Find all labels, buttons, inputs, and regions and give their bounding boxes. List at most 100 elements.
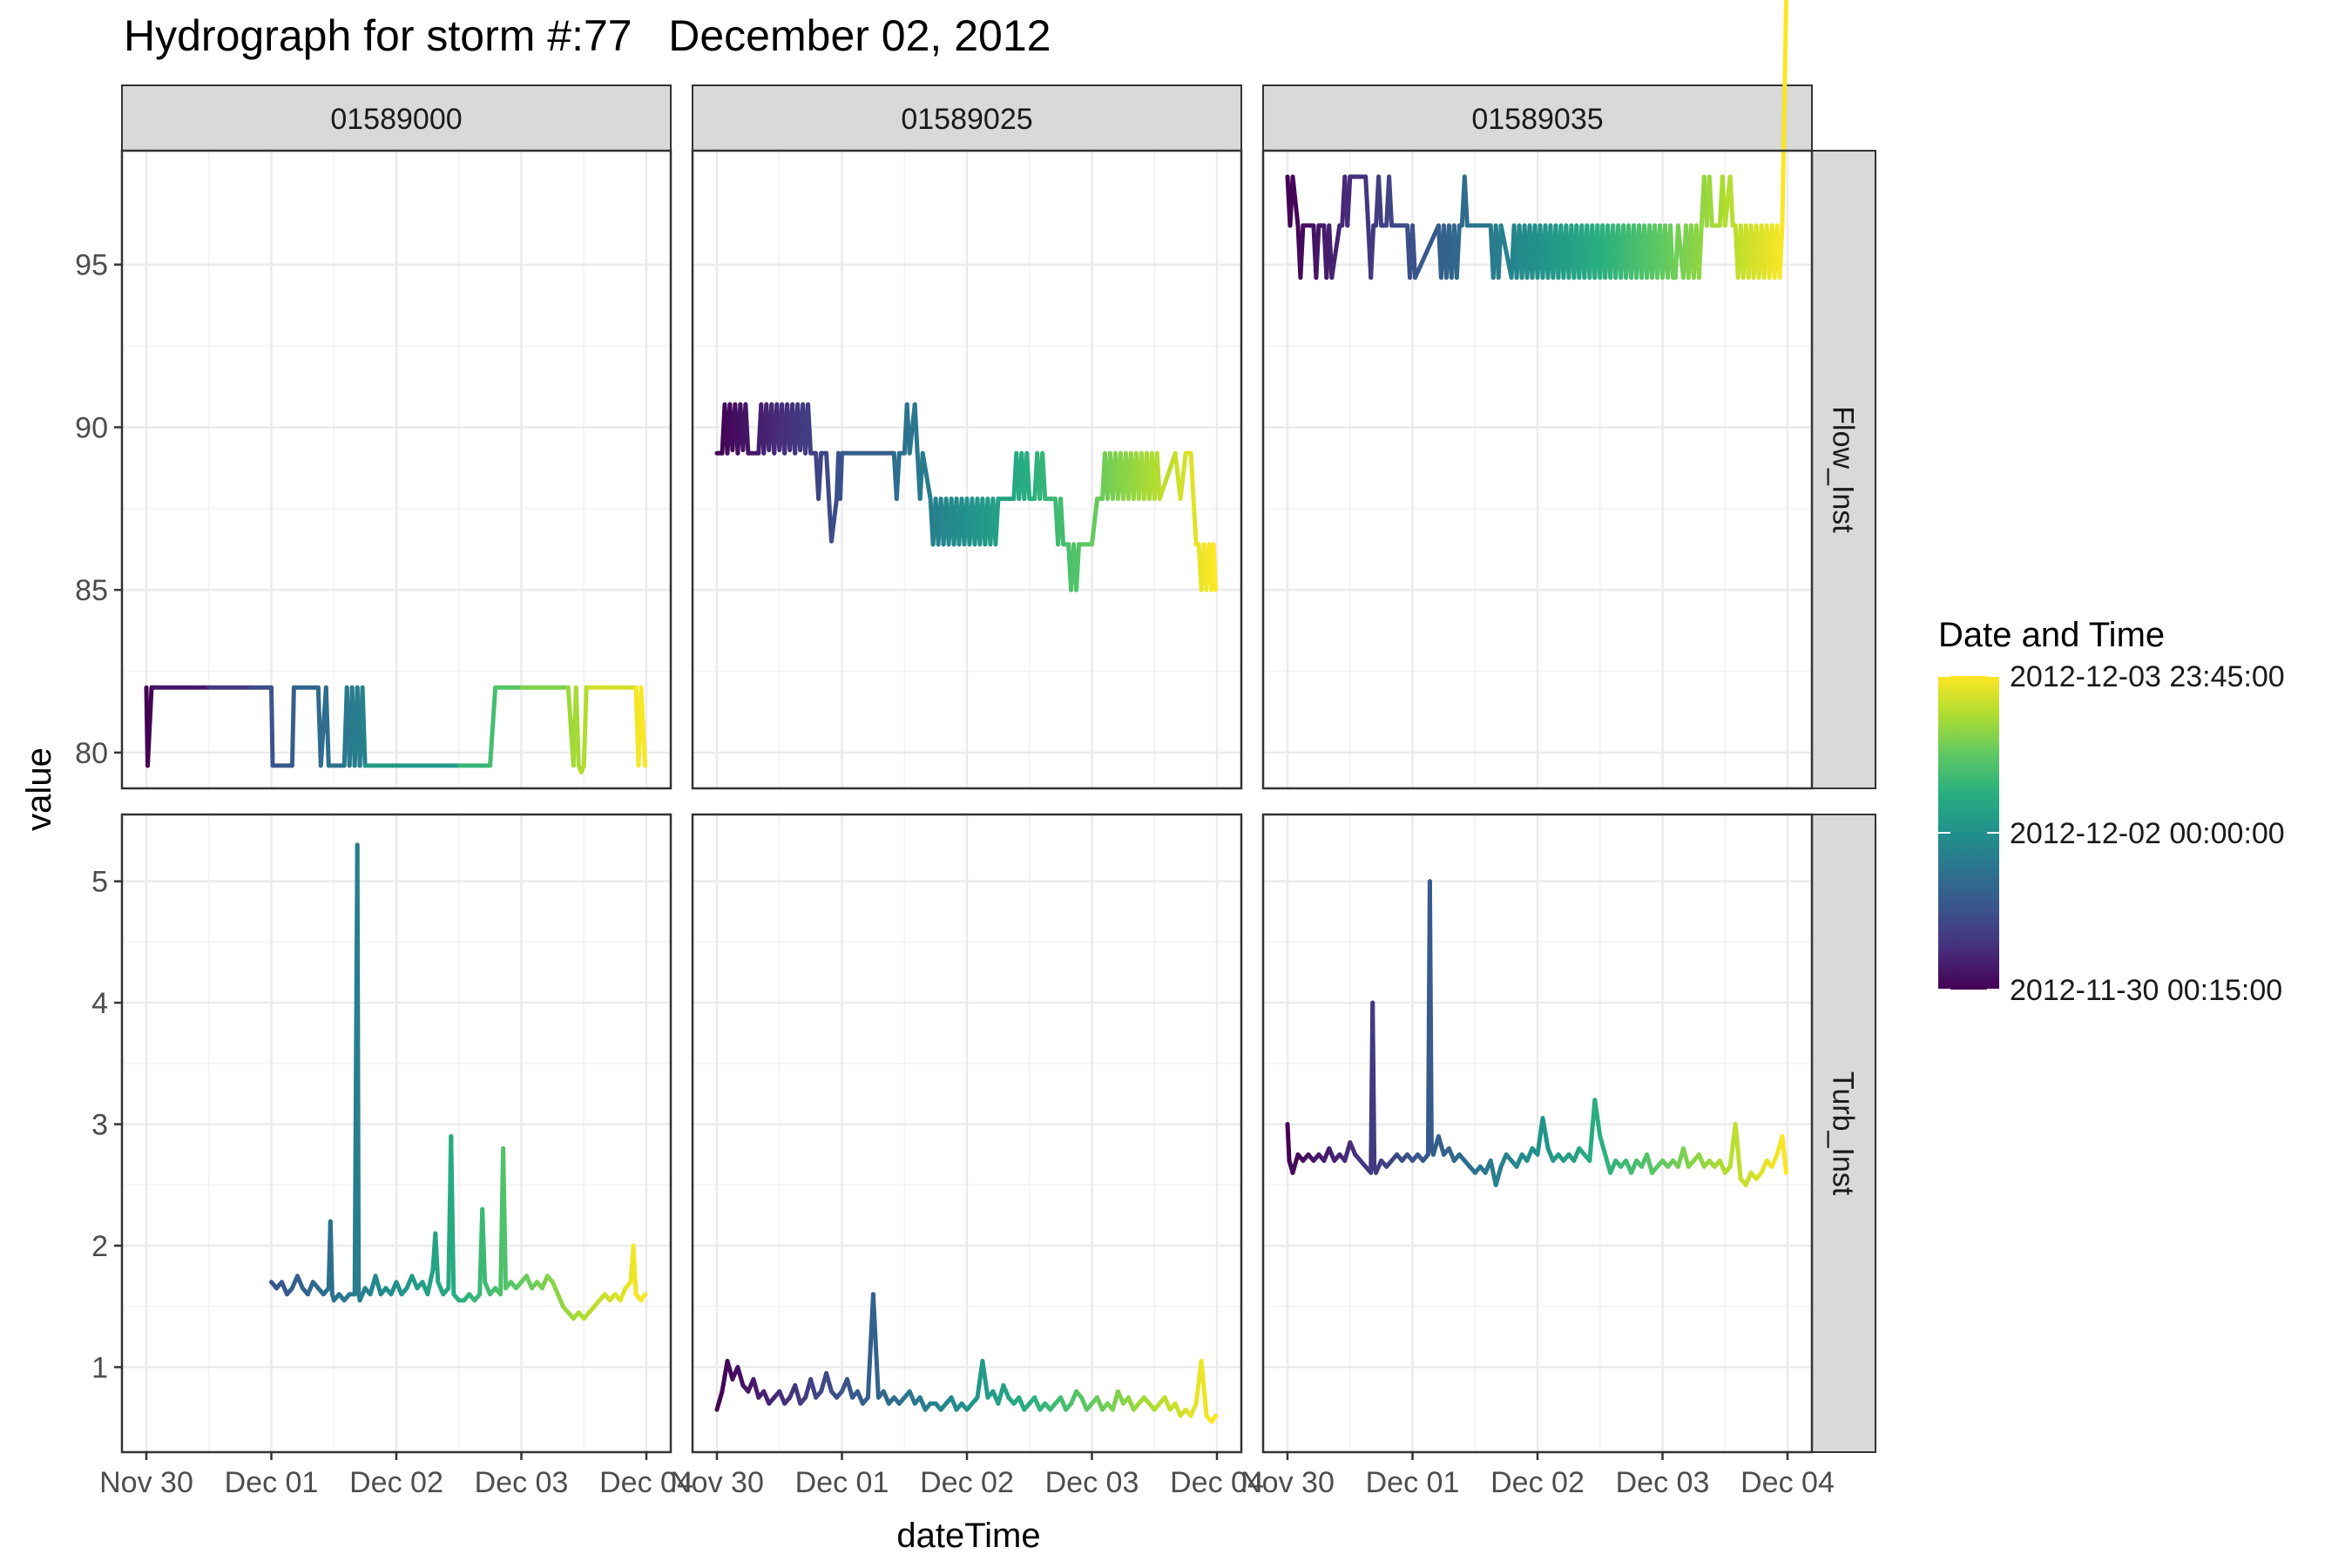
series-segment <box>289 685 296 768</box>
series-segment <box>1211 542 1218 592</box>
series-segment <box>425 1267 436 1297</box>
facet-strip-Flow_Inst <box>1811 150 1876 789</box>
panel-01589000-Turb_Inst <box>120 813 672 1454</box>
series-segment <box>912 402 920 456</box>
series-segment <box>751 1376 761 1400</box>
legend-tick-label: 2012-12-02 00:00:00 <box>2010 817 2285 850</box>
series-segment <box>1209 1413 1218 1424</box>
series-segment <box>145 685 154 768</box>
series-segment <box>480 1206 488 1285</box>
series-01589000-Turb_Inst <box>269 842 647 1321</box>
series-segment <box>806 402 814 456</box>
y-tick-label: 2 <box>91 1230 108 1263</box>
series-segment <box>1188 1401 1199 1418</box>
series-01589000-Flow_Inst <box>144 685 647 774</box>
series-segment <box>920 450 933 502</box>
series-01589025-Turb_Inst <box>714 1292 1218 1424</box>
facet-strip-01589000 <box>121 84 672 152</box>
x-tick-label: Dec 01 <box>795 1466 889 1499</box>
y-tick-label: 85 <box>75 574 108 607</box>
chart-title: Hydrograph for storm #:77 December 02, 2… <box>124 11 1051 60</box>
series-01589035-Flow_Inst <box>1285 0 1788 280</box>
series-segment <box>328 1219 335 1297</box>
x-tick-label: Dec 01 <box>1366 1466 1460 1499</box>
legend: Date and Time 2012-12-03 23:45:002012-12… <box>1938 616 2285 1007</box>
series-segment <box>1345 174 1353 228</box>
legend-tick-label: 2012-12-03 23:45:00 <box>2010 660 2285 693</box>
series-segment <box>1668 223 1675 280</box>
y-tick-label: 80 <box>75 737 108 770</box>
legend-ticks: 2012-12-03 23:45:00 2012-12-02 00:00:00 20… <box>1938 660 2285 1007</box>
series-segment <box>1188 450 1196 502</box>
facet-strip-Turb_Inst <box>1811 814 1876 1453</box>
series-segment <box>1285 1122 1292 1163</box>
y-tick-label: 1 <box>91 1351 108 1384</box>
facet-strip-label: Turb_Inst <box>1827 1071 1860 1196</box>
panel-01589000-Flow_Inst <box>120 149 672 790</box>
series-segment <box>1493 1164 1504 1187</box>
x-axis-label: dateTime <box>896 1517 1040 1555</box>
panel-border <box>120 149 672 790</box>
facet-strip-label: 01589000 <box>330 103 462 136</box>
series-segment <box>1363 174 1371 228</box>
series-segment <box>1001 1382 1011 1400</box>
series-segment <box>824 1370 834 1394</box>
series-segment <box>488 685 498 768</box>
panel-01589035-Flow_Inst <box>1261 0 1814 790</box>
series-segment <box>816 450 824 502</box>
series-segment <box>1427 879 1434 1151</box>
series-segment <box>1727 174 1735 228</box>
x-tick-label: Dec 04 <box>1740 1466 1835 1499</box>
series-segment <box>829 497 839 544</box>
series-segment <box>1329 223 1342 280</box>
series-segment <box>355 842 362 1297</box>
series-segment <box>1040 450 1048 502</box>
x-tick-label: Dec 02 <box>1490 1466 1585 1499</box>
series-segment <box>631 1243 639 1297</box>
series-segment <box>1540 1116 1551 1151</box>
series-segment <box>639 685 647 768</box>
y-tick-label: 5 <box>91 866 108 899</box>
panel-border <box>1261 149 1814 790</box>
series-segment <box>1369 223 1376 280</box>
series-segment <box>980 1358 990 1400</box>
series-segment <box>1780 0 1788 228</box>
series-segment <box>1290 174 1301 228</box>
series-segment <box>714 1389 725 1412</box>
y-axis-label: value <box>20 747 58 831</box>
series-segment <box>743 402 751 456</box>
series-segment <box>501 1146 509 1291</box>
series-segment <box>373 1274 383 1297</box>
series-segment <box>1090 497 1099 547</box>
series-segment <box>1454 223 1462 280</box>
x-tick-label: Nov 30 <box>99 1466 193 1499</box>
x-tick-label: Dec 01 <box>225 1466 319 1499</box>
series-segment <box>1178 450 1188 502</box>
series-segment <box>639 1292 647 1303</box>
series-01589025-Flow_Inst <box>714 402 1218 592</box>
series-segment <box>360 685 368 768</box>
x-tick-label: Dec 03 <box>1045 1466 1139 1499</box>
series-segment <box>1298 223 1306 280</box>
x-tick-label: Dec 03 <box>1616 1466 1710 1499</box>
y-tick-label: 4 <box>91 987 108 1020</box>
series-segment <box>735 1364 746 1388</box>
series-segment <box>1024 450 1032 502</box>
series-segment <box>1348 1140 1358 1157</box>
series-segment <box>720 1358 730 1394</box>
panel-01589025-Turb_Inst <box>691 813 1243 1454</box>
facet-strip-label: 01589035 <box>1471 103 1603 136</box>
x-tick-label: Nov 30 <box>1240 1466 1335 1499</box>
x-tick-label: Dec 04 <box>1170 1466 1264 1499</box>
series-segment <box>1191 497 1199 547</box>
series-segment <box>1645 1152 1654 1175</box>
y-tick-label: 90 <box>75 411 108 444</box>
series-segment <box>824 450 832 502</box>
series-segment <box>1074 542 1082 592</box>
series-segment <box>294 1274 305 1291</box>
series-segment <box>1769 1152 1780 1169</box>
series-segment <box>555 1292 565 1309</box>
series-segment <box>993 497 1001 547</box>
panel-01589035-Turb_Inst <box>1261 813 1814 1454</box>
